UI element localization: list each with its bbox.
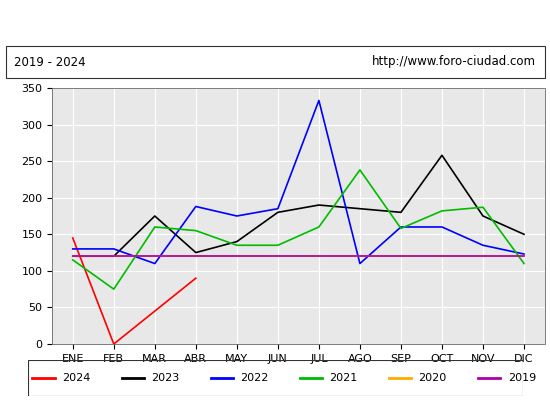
Text: 2024: 2024 bbox=[62, 373, 91, 383]
Text: http://www.foro-ciudad.com: http://www.foro-ciudad.com bbox=[372, 56, 536, 68]
Text: 2021: 2021 bbox=[329, 373, 358, 383]
Text: 2023: 2023 bbox=[151, 373, 179, 383]
Text: 2019 - 2024: 2019 - 2024 bbox=[14, 56, 85, 68]
Text: Evolucion Nº Turistas Extranjeros en el municipio de Carabantes: Evolucion Nº Turistas Extranjeros en el … bbox=[40, 14, 510, 30]
Text: 2020: 2020 bbox=[419, 373, 447, 383]
Text: 2022: 2022 bbox=[240, 373, 269, 383]
Text: 2019: 2019 bbox=[508, 373, 536, 383]
